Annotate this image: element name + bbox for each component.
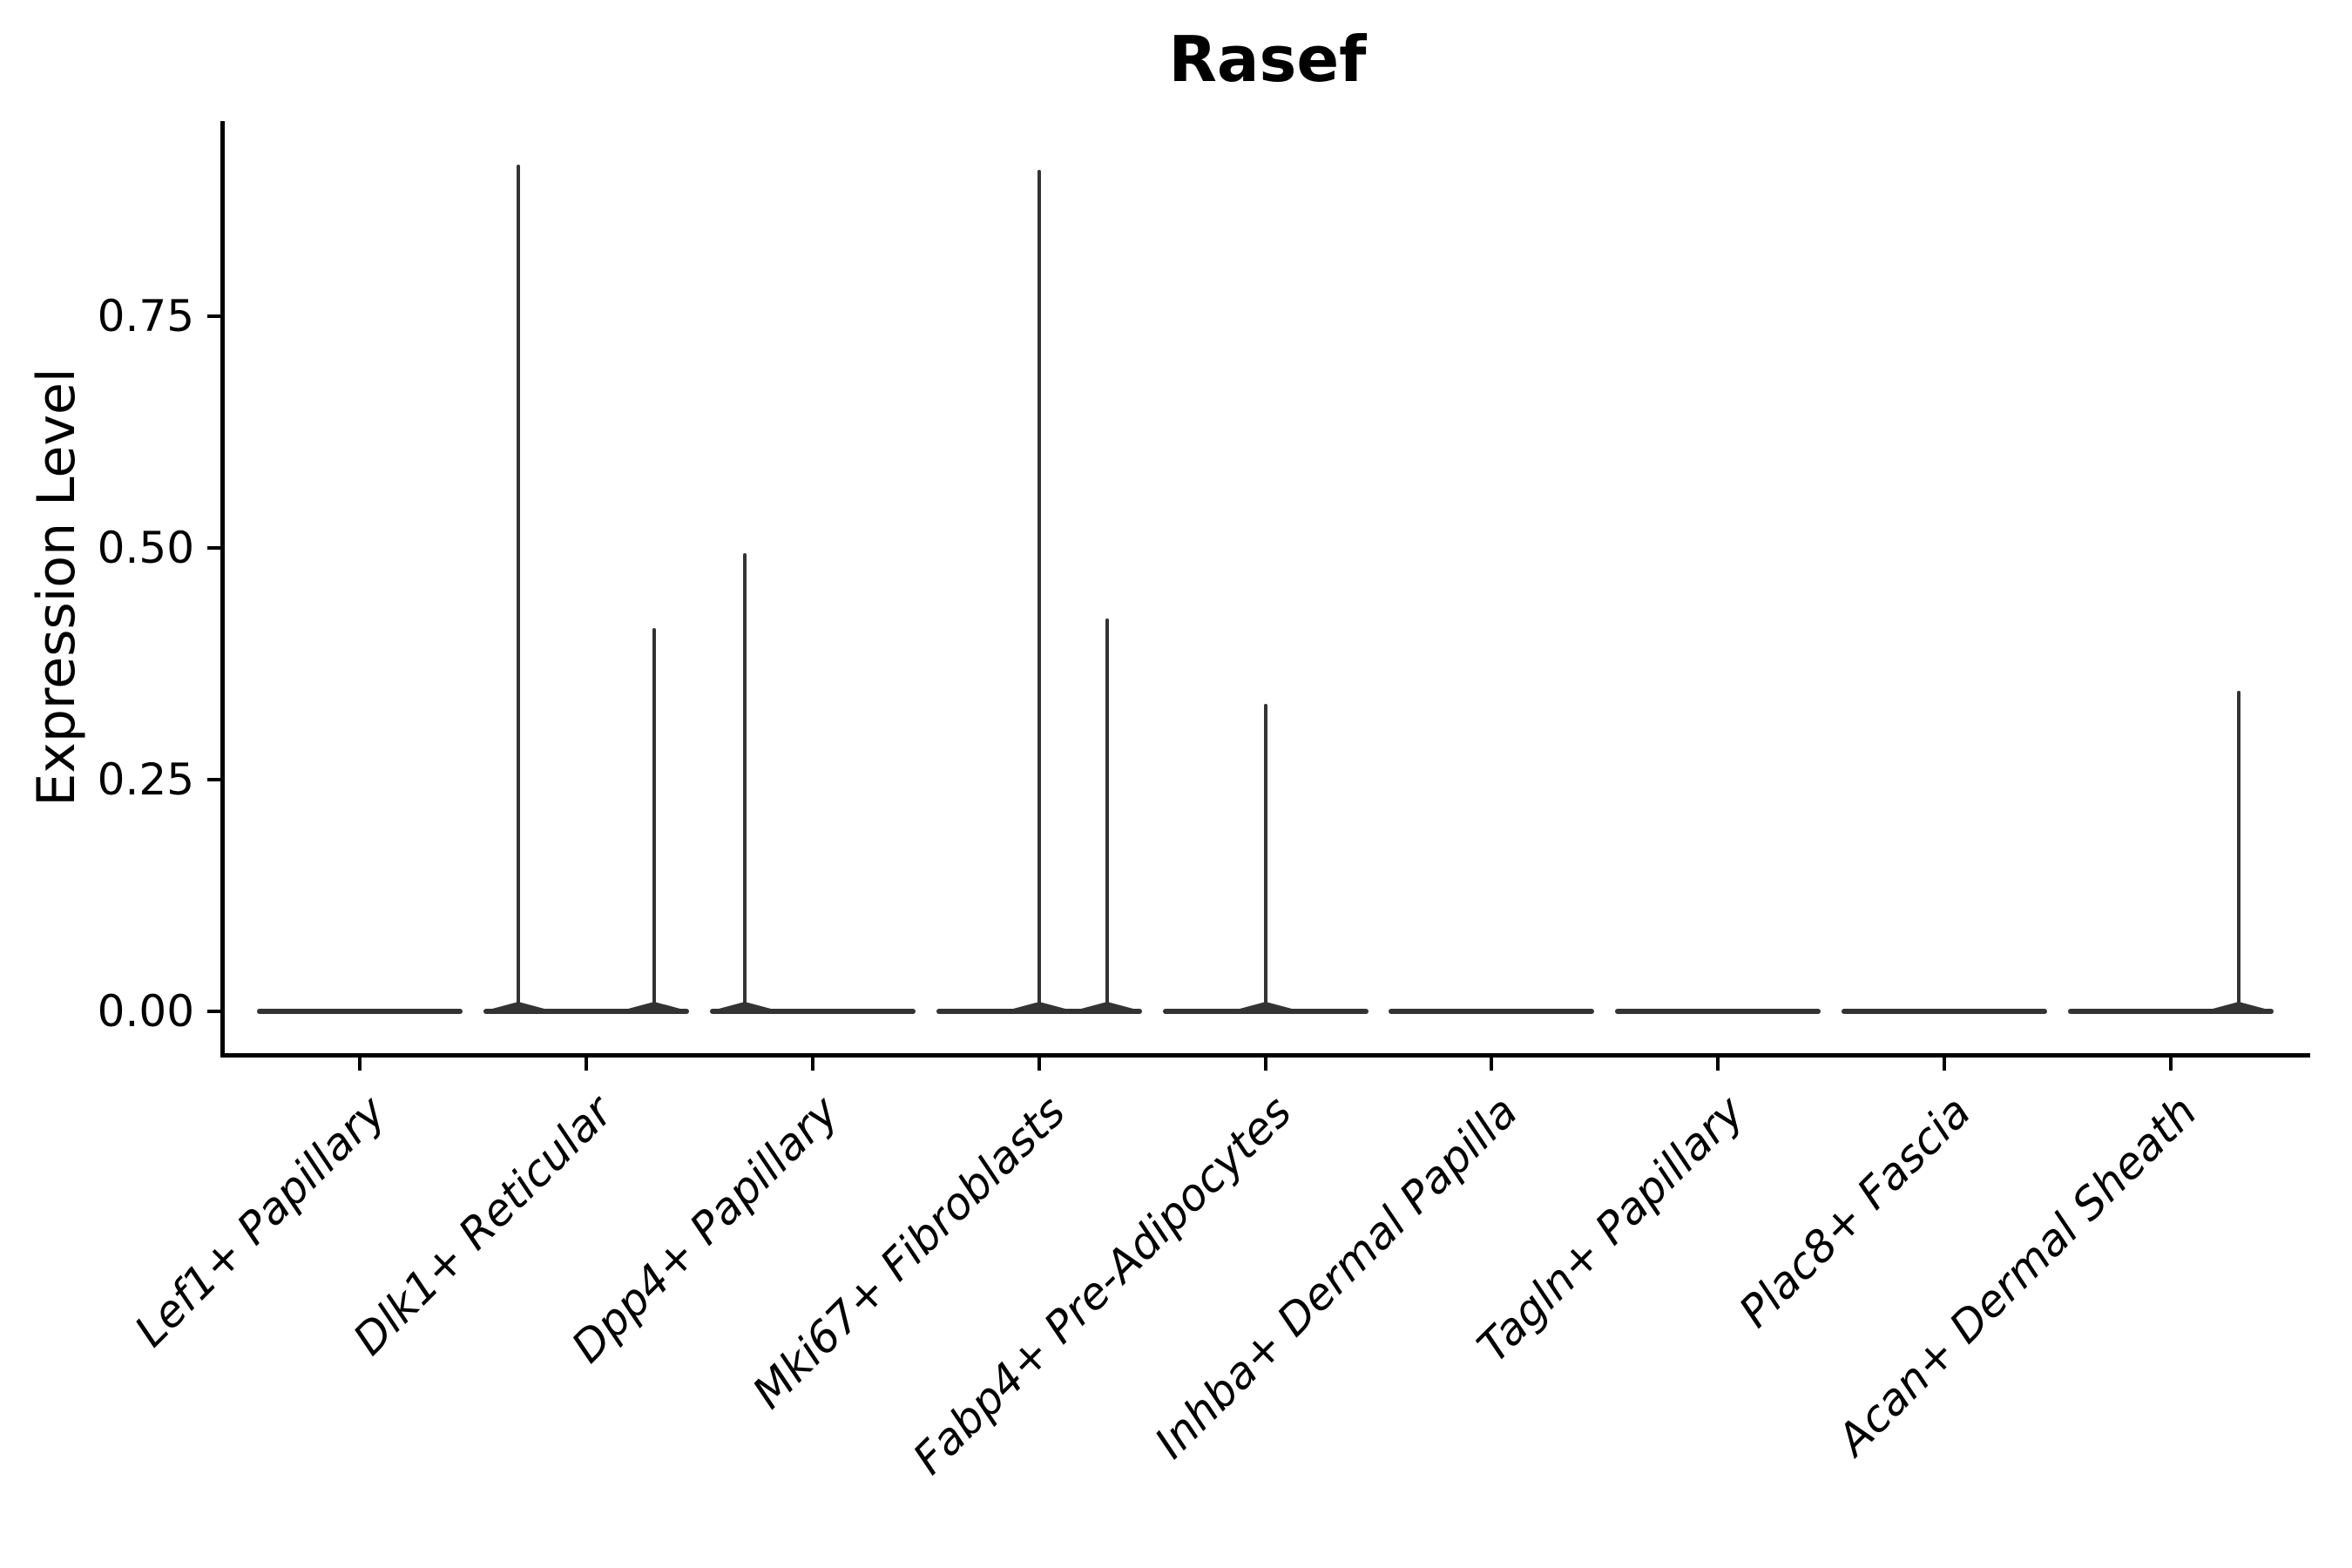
violin-spike bbox=[1263, 704, 1267, 1015]
y-tick bbox=[207, 546, 220, 551]
x-tick-label: Plac8+ Fascia bbox=[1729, 1086, 1981, 1337]
violin-baseline bbox=[1389, 1009, 1595, 1015]
y-tick-label: 0.00 bbox=[97, 986, 194, 1037]
violin-spike bbox=[1037, 170, 1041, 1015]
x-tick bbox=[358, 1058, 362, 1071]
y-tick-label: 0.75 bbox=[97, 291, 194, 342]
violin-spike bbox=[2236, 691, 2240, 1015]
y-tick bbox=[207, 778, 220, 782]
violin-baseline bbox=[2068, 1009, 2274, 1015]
violin-baseline bbox=[1615, 1009, 1821, 1015]
violin-baseline bbox=[257, 1009, 463, 1015]
violin-spike bbox=[742, 552, 747, 1015]
y-axis-title: Expression Level bbox=[26, 368, 87, 807]
x-tick bbox=[1716, 1058, 1720, 1071]
x-tick-label: Inhba+ Dermal Papilla bbox=[1145, 1086, 1528, 1469]
x-tick-label: Acan+ Dermal Sheath bbox=[1828, 1086, 2207, 1465]
x-tick-label: Lef1+ Papillary bbox=[125, 1086, 396, 1357]
y-tick-label: 0.25 bbox=[97, 754, 194, 806]
x-tick-label: Fabp4+ Pre-Adipocytes bbox=[902, 1086, 1301, 1484]
x-tick bbox=[2169, 1058, 2173, 1071]
violin-baseline bbox=[483, 1009, 689, 1015]
plot-title: Rasef bbox=[1168, 23, 1367, 96]
y-axis-line bbox=[220, 121, 225, 1058]
x-tick bbox=[1263, 1058, 1267, 1071]
y-tick bbox=[207, 314, 220, 319]
violin-spike bbox=[1105, 618, 1109, 1015]
violin-spike bbox=[516, 164, 520, 1015]
x-tick bbox=[1037, 1058, 1041, 1071]
x-tick bbox=[1490, 1058, 1494, 1071]
y-tick-label: 0.50 bbox=[97, 523, 194, 574]
violin-baseline bbox=[709, 1009, 916, 1015]
x-tick bbox=[1943, 1058, 1947, 1071]
y-tick bbox=[207, 1010, 220, 1014]
x-tick bbox=[584, 1058, 588, 1071]
violin-spike bbox=[652, 627, 656, 1015]
plot-area: 0.00 0.25 0.50 0.75 Lef1+ Papillary Dlk1+ Re… bbox=[98, 121, 2310, 1484]
x-tick bbox=[810, 1058, 814, 1071]
violin-baseline bbox=[1842, 1009, 2048, 1015]
x-axis-line bbox=[220, 1053, 2310, 1058]
